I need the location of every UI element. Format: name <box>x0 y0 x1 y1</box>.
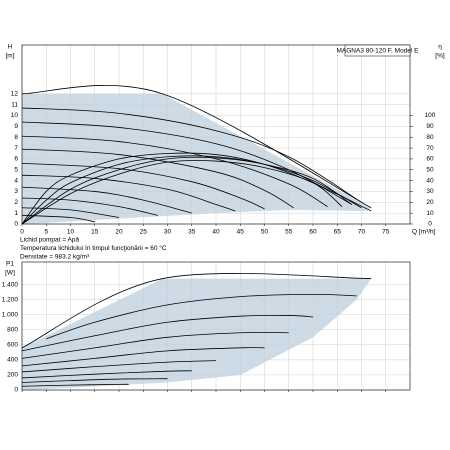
note: Lichid pompat = Apă <box>20 237 79 244</box>
y-tick-label: 6 <box>14 156 18 163</box>
y2-tick-label: 0 <box>428 221 432 228</box>
y-tick-label: 11 <box>11 101 18 108</box>
x-tick-label: 40 <box>212 229 220 236</box>
note: Temperatura lichidului în timpul funcţio… <box>20 244 167 252</box>
x-tick-label: 20 <box>115 229 123 236</box>
y2-tick-label: 80 <box>426 134 434 141</box>
y-tick-label: 0 <box>14 387 18 394</box>
curve <box>21 360 217 373</box>
curve <box>21 162 265 210</box>
x-tick-label: 5 <box>44 229 48 236</box>
y-tick-label: 3 <box>14 188 18 195</box>
curve <box>21 160 343 225</box>
y-tick-label: 1.000 <box>2 311 19 318</box>
y-tick-label: 1.400 <box>2 281 19 288</box>
y-tick-label: 1.200 <box>2 296 19 303</box>
x-tick-label: 25 <box>140 229 148 236</box>
x-tick-label: 35 <box>188 229 196 236</box>
y2-tick-label: 90 <box>426 123 434 130</box>
curve <box>21 121 352 205</box>
y-tick-label: 1 <box>14 210 18 217</box>
x-tick-label: 45 <box>237 229 245 236</box>
curve <box>21 370 192 379</box>
operating-range <box>22 278 372 390</box>
y2-axis-unit: [%] <box>435 53 445 60</box>
y-axis-unit: [W] <box>5 270 15 277</box>
curve <box>21 156 353 225</box>
x-tick-label: 55 <box>285 229 293 236</box>
curve <box>21 197 158 216</box>
x-tick-label: 15 <box>91 229 99 236</box>
y2-tick-label: 30 <box>426 188 434 195</box>
y2-tick-label: 60 <box>426 156 434 163</box>
plot-frame <box>21 261 411 391</box>
y-tick-label: 400 <box>7 357 18 364</box>
curve <box>21 378 168 383</box>
curve <box>21 155 362 225</box>
curve <box>21 273 372 349</box>
x-tick-label: 30 <box>164 229 172 236</box>
chart-title: MAGNA3 80-120 F, Model E <box>336 48 419 55</box>
x-tick-label: 70 <box>358 229 366 236</box>
y-tick-label: 0 <box>14 221 18 228</box>
x-tick-label: 60 <box>309 229 317 236</box>
x-tick-label: 50 <box>261 229 269 236</box>
y-tick-label: 5 <box>14 166 18 173</box>
y2-tick-label: 20 <box>426 199 434 206</box>
x-tick-label: 75 <box>382 229 390 236</box>
y-tick-label: 10 <box>11 112 19 119</box>
note: Densitate = 983.2 kg/m³ <box>20 254 90 261</box>
curve <box>21 186 192 214</box>
curve <box>21 383 129 387</box>
y-tick-label: 7 <box>14 145 18 152</box>
x-tick-label: 65 <box>334 229 342 236</box>
x-tick-label: 0 <box>20 229 24 236</box>
y-tick-label: 12 <box>11 91 19 98</box>
curve <box>21 85 372 209</box>
y2-tick-label: 40 <box>426 177 434 184</box>
y-tick-label: 200 <box>7 372 18 379</box>
y-tick-label: 2 <box>14 199 18 206</box>
y-tick-label: 600 <box>7 342 18 349</box>
curve <box>21 314 314 352</box>
y-tick-label: 800 <box>7 326 18 333</box>
y-tick-label: 9 <box>14 123 18 130</box>
title-box <box>344 44 411 57</box>
y-tick-label: 8 <box>14 134 18 141</box>
plot-frame <box>21 44 411 225</box>
y-axis-label: H <box>8 44 13 51</box>
x-tick-label: 10 <box>67 229 75 236</box>
y2-axis-label: η <box>438 44 442 51</box>
curve <box>46 293 357 340</box>
y2-tick-label: 10 <box>426 210 434 217</box>
y2-tick-label: 50 <box>426 166 434 173</box>
y-axis-unit: [m] <box>5 53 14 60</box>
curve <box>21 332 289 359</box>
y2-tick-label: 70 <box>426 145 434 152</box>
curve <box>21 148 294 209</box>
curve <box>21 347 265 367</box>
y-axis-label: P1 <box>6 261 14 268</box>
x-axis-label: Q [m³/h] <box>412 229 436 236</box>
curve <box>21 107 362 203</box>
y2-tick-label: 100 <box>425 112 436 119</box>
y-tick-label: 4 <box>14 177 18 184</box>
